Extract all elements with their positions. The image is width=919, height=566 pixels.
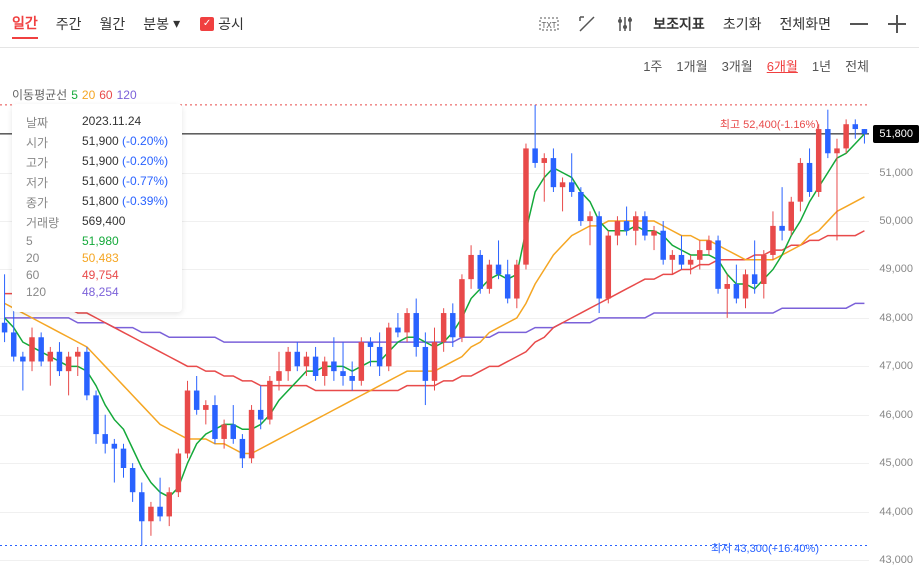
info-open-label: 시가: [26, 134, 66, 151]
y-tick: 50,000: [879, 215, 913, 227]
settings-tool-icon[interactable]: [615, 14, 635, 34]
chevron-down-icon: ▾: [173, 15, 180, 32]
range-3m[interactable]: 3개월: [722, 56, 753, 75]
chart-toolbar: 일간 주간 월간 분봉 ▾ ✓ 공시 TXT 보조지표 초기화 전체화면: [0, 0, 919, 48]
y-tick: 49,000: [879, 263, 913, 275]
info-vol: 569,400: [82, 214, 125, 231]
info-ma120-label: 120: [26, 285, 66, 299]
info-ma5-label: 5: [26, 234, 66, 248]
y-tick: 46,000: [879, 409, 913, 421]
range-selector: 1주 1개월 3개월 6개월 1년 전체: [0, 48, 919, 79]
info-ma60: 49,754: [82, 268, 119, 282]
y-tick: 47,000: [879, 360, 913, 372]
y-tick: 51,000: [879, 167, 913, 179]
info-date-label: 날짜: [26, 114, 66, 131]
tab-daily[interactable]: 일간: [12, 9, 38, 39]
info-date: 2023.11.24: [82, 114, 141, 131]
high-label: 최고 52,400(-1.16%): [720, 116, 819, 132]
info-ma20-label: 20: [26, 251, 66, 265]
info-high-label: 고가: [26, 154, 66, 171]
info-close: 51,800 (-0.39%): [82, 194, 168, 211]
reset-button[interactable]: 초기화: [723, 14, 762, 34]
range-1m[interactable]: 1개월: [676, 56, 707, 75]
draw-tool-icon[interactable]: [577, 14, 597, 34]
tab-minute-label: 분봉: [143, 14, 169, 34]
tab-minute[interactable]: 분봉 ▾: [143, 10, 180, 38]
ohlc-tooltip: 날짜 2023.11.24 시가 51,900 (-0.20%) 고가 51,900 …: [12, 104, 182, 312]
info-high: 51,900 (-0.20%): [82, 154, 168, 171]
grid-line: [0, 560, 869, 561]
interval-tabs: 일간 주간 월간 분봉 ▾: [12, 9, 180, 39]
checkbox-checked-icon: ✓: [200, 17, 214, 31]
y-tick: 43,000: [879, 554, 913, 566]
y-tick: 44,000: [879, 506, 913, 518]
info-ma60-label: 60: [26, 268, 66, 282]
info-ma5: 51,980: [82, 234, 119, 248]
low-label: 최저 43,300(+16.40%): [711, 540, 819, 556]
current-price-tag: 51,800: [873, 125, 919, 143]
svg-text:TXT: TXT: [542, 21, 557, 30]
y-tick: 45,000: [879, 457, 913, 469]
y-axis: 43,00044,00045,00046,00047,00048,00049,0…: [869, 100, 919, 560]
info-vol-label: 거래량: [26, 214, 66, 231]
disclosure-label: 공시: [218, 14, 244, 34]
range-1w[interactable]: 1주: [643, 56, 662, 75]
text-tool-icon[interactable]: TXT: [539, 14, 559, 34]
tab-weekly[interactable]: 주간: [56, 10, 82, 38]
info-open: 51,900 (-0.20%): [82, 134, 168, 151]
info-ma20: 50,483: [82, 251, 119, 265]
info-ma120: 48,254: [82, 285, 119, 299]
range-6m[interactable]: 6개월: [767, 56, 798, 75]
range-1y[interactable]: 1년: [812, 56, 831, 75]
info-low-label: 저가: [26, 174, 66, 191]
aux-indicator-button[interactable]: 보조지표: [653, 14, 705, 34]
info-low: 51,600 (-0.77%): [82, 174, 168, 191]
zoom-out-button[interactable]: [849, 14, 869, 34]
fullscreen-button[interactable]: 전체화면: [779, 14, 831, 34]
tab-monthly[interactable]: 월간: [100, 10, 126, 38]
zoom-in-button[interactable]: [887, 14, 907, 34]
y-tick: 48,000: [879, 312, 913, 324]
info-close-label: 종가: [26, 194, 66, 211]
toolbar-right: TXT 보조지표 초기화 전체화면: [539, 14, 907, 34]
range-all[interactable]: 전체: [845, 56, 869, 75]
disclosure-toggle[interactable]: ✓ 공시: [200, 14, 244, 34]
